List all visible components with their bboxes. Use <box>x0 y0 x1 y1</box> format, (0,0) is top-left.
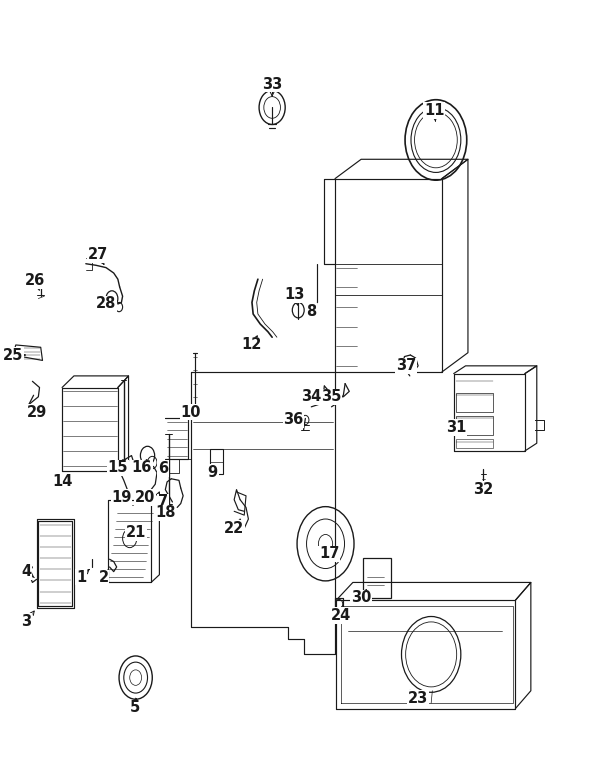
Text: 7: 7 <box>158 494 168 509</box>
Text: 17: 17 <box>319 546 339 561</box>
Text: 8: 8 <box>306 304 316 319</box>
Text: 37: 37 <box>396 358 416 374</box>
Text: 21: 21 <box>126 525 146 540</box>
Text: 19: 19 <box>111 490 132 505</box>
Bar <box>456 393 493 412</box>
Text: 33: 33 <box>262 77 282 91</box>
Text: 10: 10 <box>181 405 201 420</box>
Text: 18: 18 <box>155 505 176 520</box>
Text: 9: 9 <box>208 465 218 480</box>
Bar <box>456 439 493 448</box>
Bar <box>456 416 493 436</box>
Text: 2: 2 <box>99 570 109 585</box>
Text: 3: 3 <box>22 614 32 629</box>
Text: 14: 14 <box>52 474 72 489</box>
Text: 13: 13 <box>285 288 305 302</box>
Text: 34: 34 <box>301 389 321 405</box>
Text: 16: 16 <box>132 460 152 475</box>
Text: 30: 30 <box>351 591 371 605</box>
Text: 25: 25 <box>2 347 23 363</box>
Text: 11: 11 <box>424 103 444 118</box>
Bar <box>210 449 224 474</box>
Text: 23: 23 <box>408 691 428 706</box>
Text: 35: 35 <box>321 389 341 405</box>
Text: 6: 6 <box>158 461 168 476</box>
Text: 22: 22 <box>224 521 245 536</box>
Text: 20: 20 <box>135 490 155 505</box>
Text: 24: 24 <box>331 608 351 623</box>
Bar <box>363 558 392 598</box>
Text: 1: 1 <box>76 570 86 584</box>
Text: 5: 5 <box>129 701 139 715</box>
Text: 28: 28 <box>96 297 116 312</box>
Text: 26: 26 <box>25 274 45 288</box>
Text: 12: 12 <box>242 337 262 353</box>
Text: 32: 32 <box>473 482 493 497</box>
Text: 31: 31 <box>446 420 466 436</box>
Text: 4: 4 <box>22 564 32 579</box>
Text: 36: 36 <box>283 412 304 428</box>
Text: 15: 15 <box>108 460 128 475</box>
Text: 27: 27 <box>87 247 108 262</box>
Text: 29: 29 <box>26 405 47 420</box>
